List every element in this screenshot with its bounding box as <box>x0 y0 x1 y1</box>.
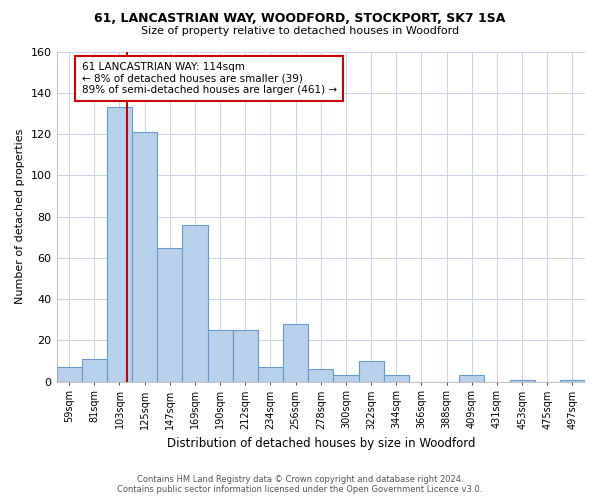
X-axis label: Distribution of detached houses by size in Woodford: Distribution of detached houses by size … <box>167 437 475 450</box>
Bar <box>509 380 535 382</box>
Bar <box>383 376 409 382</box>
Bar <box>459 376 484 382</box>
Bar <box>258 367 283 382</box>
Bar <box>107 107 132 382</box>
Bar <box>359 361 383 382</box>
Bar <box>233 330 258 382</box>
Bar <box>56 367 82 382</box>
Bar <box>308 370 334 382</box>
Text: 61 LANCASTRIAN WAY: 114sqm
← 8% of detached houses are smaller (39)
89% of semi-: 61 LANCASTRIAN WAY: 114sqm ← 8% of detac… <box>82 62 337 95</box>
Bar <box>283 324 308 382</box>
Text: 61, LANCASTRIAN WAY, WOODFORD, STOCKPORT, SK7 1SA: 61, LANCASTRIAN WAY, WOODFORD, STOCKPORT… <box>94 12 506 26</box>
Bar <box>334 376 359 382</box>
Bar <box>208 330 233 382</box>
Y-axis label: Number of detached properties: Number of detached properties <box>15 129 25 304</box>
Text: Contains HM Land Registry data © Crown copyright and database right 2024.
Contai: Contains HM Land Registry data © Crown c… <box>118 474 482 494</box>
Bar <box>82 359 107 382</box>
Bar <box>132 132 157 382</box>
Text: Size of property relative to detached houses in Woodford: Size of property relative to detached ho… <box>141 26 459 36</box>
Bar <box>157 248 182 382</box>
Bar <box>182 225 208 382</box>
Bar <box>560 380 585 382</box>
